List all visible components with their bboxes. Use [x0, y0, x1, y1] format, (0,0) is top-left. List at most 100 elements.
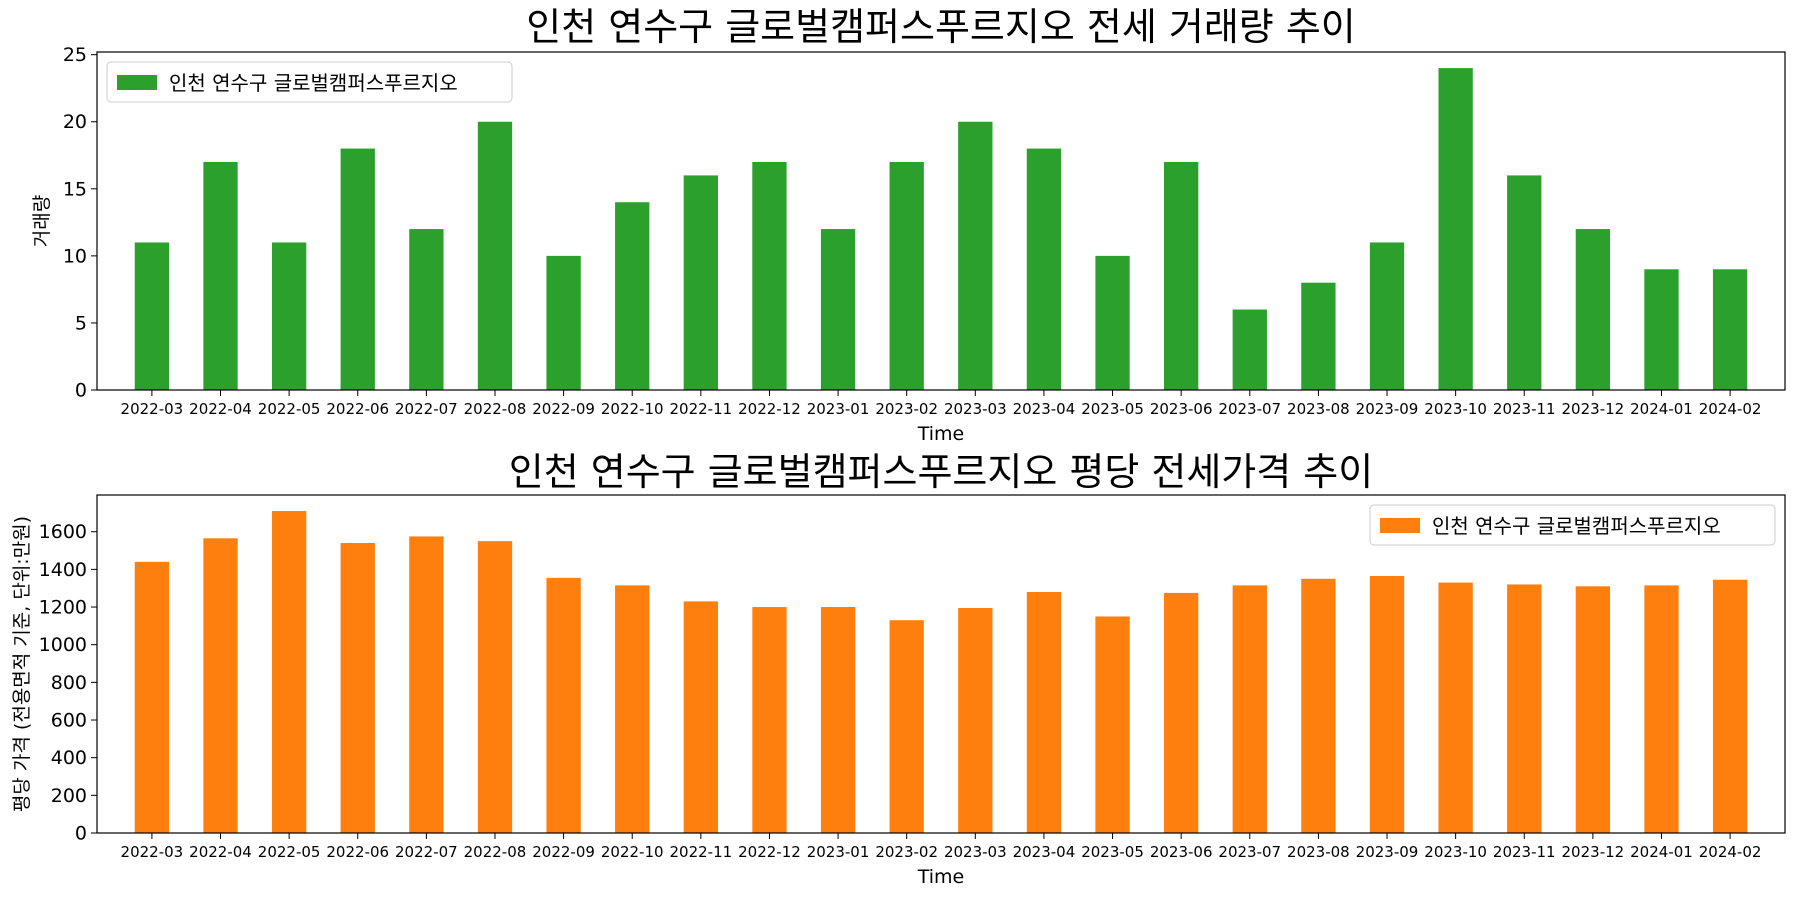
x-tick-label: 2022-06: [326, 843, 389, 861]
x-tick-label: 2022-09: [532, 843, 595, 861]
x-tick-label: 2022-04: [189, 400, 252, 418]
x-tick-label: 2022-12: [738, 843, 801, 861]
x-tick-label: 2023-08: [1287, 843, 1350, 861]
bar-2024-01: [1644, 585, 1679, 833]
y-axis-label: 거래량: [31, 195, 53, 247]
bar-2023-12: [1575, 586, 1611, 833]
transaction-volume-chart: 인천 연수구 글로벌캠퍼스푸르지오 전세 거래량 추이 0 5 10 15 20 25 202…: [31, 5, 1786, 445]
x-tick-label: 2023-11: [1493, 843, 1556, 861]
price-per-pyeong-chart: 인천 연수구 글로벌캠퍼스푸르지오 평당 전세가격 추이 0 200 400 600 80…: [11, 450, 1786, 888]
bar-2023-08: [1301, 282, 1336, 390]
bar-2023-10: [1438, 68, 1473, 390]
y-tick-label: 1200: [39, 597, 87, 619]
x-tick-label: 2024-01: [1630, 400, 1693, 418]
y-tick-label: 400: [51, 747, 87, 769]
x-tick-label: 2023-06: [1150, 843, 1213, 861]
bar-2023-05: [1095, 255, 1130, 390]
x-tick-label: 2022-10: [601, 400, 664, 418]
bar-2023-06: [1164, 592, 1199, 833]
y-tick-label: 0: [75, 823, 87, 845]
bar-2023-04: [1026, 148, 1062, 390]
legend-label: 인천 연수구 글로벌캠퍼스푸르지오: [1432, 514, 1721, 538]
x-tick-label: 2022-05: [258, 843, 321, 861]
x-tick-label: 2023-04: [1013, 400, 1076, 418]
bar-2024-02: [1712, 579, 1748, 833]
legend-box: [1369, 504, 1776, 546]
x-tick-label: 2023-03: [944, 843, 1007, 861]
y-axis-label: 평당 가격 (전용면적 기준, 단위:만원): [11, 516, 33, 812]
chart-title: 인천 연수구 글로벌캠퍼스푸르지오 평당 전세가격 추이: [509, 450, 1373, 494]
bar-2024-02: [1712, 269, 1748, 390]
bar-2022-05: [271, 511, 307, 833]
x-tick-label: 2022-08: [464, 843, 527, 861]
x-tick-label: 2023-04: [1013, 843, 1076, 861]
x-tick-label: 2022-07: [395, 400, 458, 418]
bar-2023-09: [1369, 242, 1405, 390]
x-tick-label: 2023-09: [1356, 400, 1419, 418]
bar-2022-03: [134, 561, 170, 833]
bar-2023-11: [1507, 584, 1542, 833]
x-tick-label: 2023-12: [1562, 400, 1625, 418]
x-tick-label: 2022-08: [464, 400, 527, 418]
y-tick-label: 1600: [39, 521, 87, 543]
bar-2022-09: [546, 577, 581, 833]
x-tick-label: 2023-08: [1287, 400, 1350, 418]
bar-2022-11: [683, 601, 718, 833]
y-tick-label: 1400: [39, 559, 87, 581]
x-tick-label: 2022-09: [532, 400, 595, 418]
bar-2022-04: [203, 538, 238, 833]
bar-2022-10: [615, 202, 650, 390]
x-tick-label: 2023-05: [1081, 400, 1144, 418]
bar-2022-04: [203, 161, 238, 390]
x-tick-label: 2023-10: [1424, 843, 1487, 861]
legend-label: 인천 연수구 글로벌캠퍼스푸르지오: [169, 71, 458, 95]
bar-2023-05: [1095, 616, 1130, 833]
x-tick-label: 2022-03: [121, 400, 184, 418]
legend-box: [106, 61, 513, 103]
y-tick-label: 25: [63, 44, 87, 66]
bar-2023-12: [1575, 229, 1611, 390]
bar-2022-09: [546, 255, 581, 390]
x-tick-label: 2022-04: [189, 843, 252, 861]
x-tick-label: 2023-03: [944, 400, 1007, 418]
bar-2022-07: [409, 536, 444, 833]
bar-2022-06: [340, 148, 375, 390]
bar-2022-08: [477, 541, 513, 833]
y-tick-label: 0: [75, 380, 87, 402]
x-tick-label: 2023-01: [807, 843, 870, 861]
x-tick-label: 2023-10: [1424, 400, 1487, 418]
legend-swatch: [117, 75, 157, 90]
bar-2023-04: [1026, 591, 1062, 833]
bar-2022-12: [752, 607, 787, 833]
x-tick-label: 2022-10: [601, 843, 664, 861]
y-tick-label: 5: [75, 312, 87, 334]
chart-title: 인천 연수구 글로벌캠퍼스푸르지오 전세 거래량 추이: [526, 5, 1356, 49]
bar-2023-08: [1301, 578, 1336, 833]
x-tick-label: 2022-03: [121, 843, 184, 861]
x-tick-label: 2024-01: [1630, 843, 1693, 861]
bar-2022-11: [683, 175, 718, 390]
x-tick-label: 2023-11: [1493, 400, 1556, 418]
bar-2023-02: [889, 161, 924, 390]
y-tick-label: 10: [63, 245, 87, 267]
bar-2022-08: [477, 121, 513, 390]
x-tick-label: 2023-06: [1150, 400, 1213, 418]
bar-2023-01: [820, 229, 856, 390]
bar-2024-01: [1644, 269, 1679, 390]
x-tick-label: 2022-12: [738, 400, 801, 418]
x-axis-label: Time: [917, 423, 965, 445]
bar-2023-03: [958, 607, 993, 833]
y-tick-label: 200: [51, 785, 87, 807]
bar-2023-11: [1507, 175, 1542, 390]
x-tick-label: 2022-11: [669, 843, 732, 861]
x-tick-label: 2023-05: [1081, 843, 1144, 861]
x-tick-label: 2023-02: [875, 843, 938, 861]
x-tick-label: 2023-07: [1218, 400, 1281, 418]
bar-2023-03: [958, 121, 993, 390]
x-tick-label: 2024-02: [1699, 400, 1762, 418]
x-tick-label: 2023-12: [1562, 843, 1625, 861]
bar-2022-12: [752, 161, 787, 390]
y-tick-label: 15: [63, 178, 87, 200]
x-tick-label: 2024-02: [1699, 843, 1762, 861]
